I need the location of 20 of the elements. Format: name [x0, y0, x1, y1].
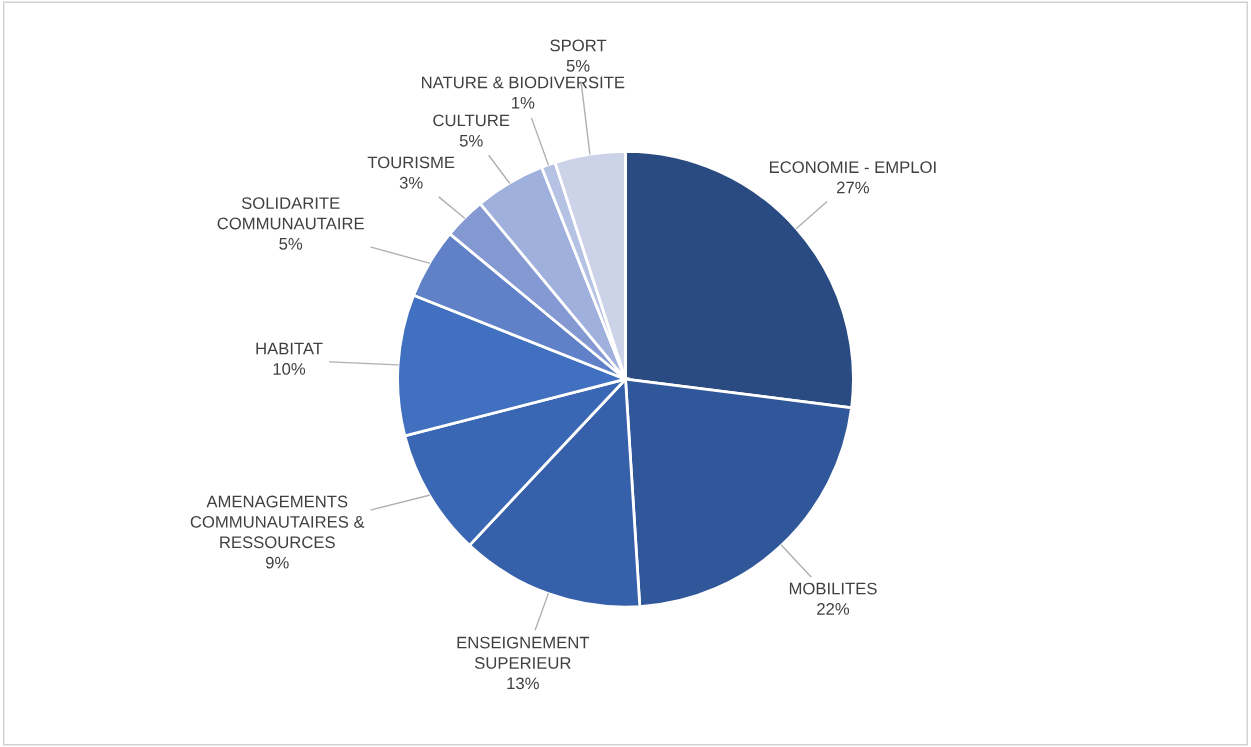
data-label: 10% — [273, 363, 306, 375]
data-label: 13% — [507, 677, 539, 690]
data-label: 5% — [459, 134, 483, 147]
slice-label: AMENAGEMENTS COMMUNAUTAIRES & RESSOURCES — [190, 495, 365, 549]
data-label: 3% — [399, 176, 423, 189]
slice-label: NATURE & BIODIVERSITE — [422, 76, 625, 89]
slice-label: CULTURE — [433, 114, 510, 127]
data-label: 1% — [512, 96, 535, 109]
slice-label: ENSEIGNEMENT SUPERIEUR — [457, 636, 590, 669]
slice-label: ECONOMIE - EMPLOI — [769, 161, 936, 174]
slice-label: SPORT — [550, 39, 607, 52]
slice-label: SOLIDARITE COMMUNAUTAIRE — [217, 197, 364, 230]
slice-label: TOURISME — [367, 156, 455, 169]
data-label: 5% — [566, 59, 590, 72]
data-label: 5% — [279, 238, 303, 250]
data-label: 9% — [265, 556, 289, 569]
slice-label: MOBILITES — [789, 582, 877, 595]
data-label: 27% — [837, 181, 869, 194]
slice-label: HABITAT — [256, 342, 323, 355]
data-label: 22% — [817, 603, 850, 615]
